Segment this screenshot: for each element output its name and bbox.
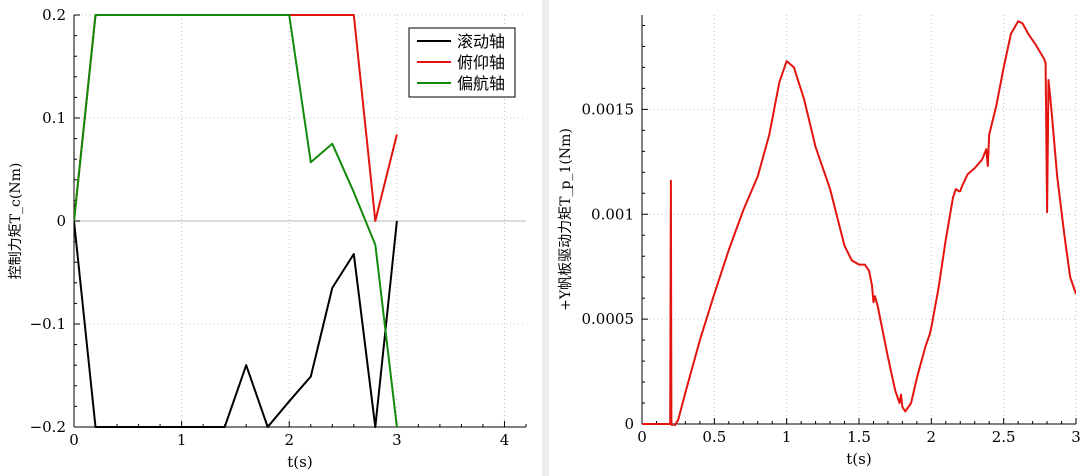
y-axis-label: +Y帆板驱动力矩T_p_1(Nm)	[558, 128, 574, 311]
x-tick-label: 1	[782, 428, 792, 446]
x-tick-label: 2	[927, 428, 937, 446]
legend-label: 滚动轴	[457, 32, 505, 51]
x-axis-label: t(s)	[846, 450, 871, 468]
x-tick-label: 0	[69, 431, 79, 449]
x-tick-label: 3	[1071, 428, 1081, 446]
y-axis-label: 控制力矩T_c(Nm)	[8, 163, 24, 280]
x-tick-label: 2	[284, 431, 294, 449]
x-tick-label: 0	[637, 428, 647, 446]
y-tick-label: 0	[56, 212, 66, 230]
y-tick-label: 0.0015	[582, 100, 635, 118]
x-tick-label: 0.5	[702, 428, 726, 446]
series-line	[74, 220, 398, 428]
chart-left: 0 1 2 3 4 −0.2 −0.1 0 0.1 0.2 t(s) 控制力矩T_c(Nm) 滚动轴俯仰…	[8, 6, 527, 471]
chart-right: 0 0.5 1 1.5 2 2.5 3 0 0.0005 0.001 0.0015 t(s) +Y帆板驱…	[558, 15, 1081, 468]
y-tick-label: 0.001	[591, 205, 634, 223]
legend-label: 偏航轴	[457, 74, 505, 93]
x-tick-label: 3	[392, 431, 402, 449]
y-tick-label: 0.2	[42, 6, 66, 24]
y-tick-label: −0.2	[30, 418, 66, 436]
x-tick-label: 2.5	[992, 428, 1016, 446]
x-tick-label: 1	[177, 431, 187, 449]
x-tick-label: 1.5	[847, 428, 871, 446]
y-tick-label: 0	[624, 415, 634, 433]
panel-divider	[542, 0, 549, 476]
y-tick-label: 0.0005	[582, 310, 635, 328]
y-tick-label: −0.1	[30, 315, 66, 333]
x-axis-label: t(s)	[287, 453, 312, 471]
series-line	[642, 20, 1076, 426]
series-line	[74, 14, 398, 428]
x-tick-label: 4	[500, 431, 510, 449]
legend-label: 俯仰轴	[457, 53, 505, 72]
y-tick-label: 0.1	[42, 109, 66, 127]
